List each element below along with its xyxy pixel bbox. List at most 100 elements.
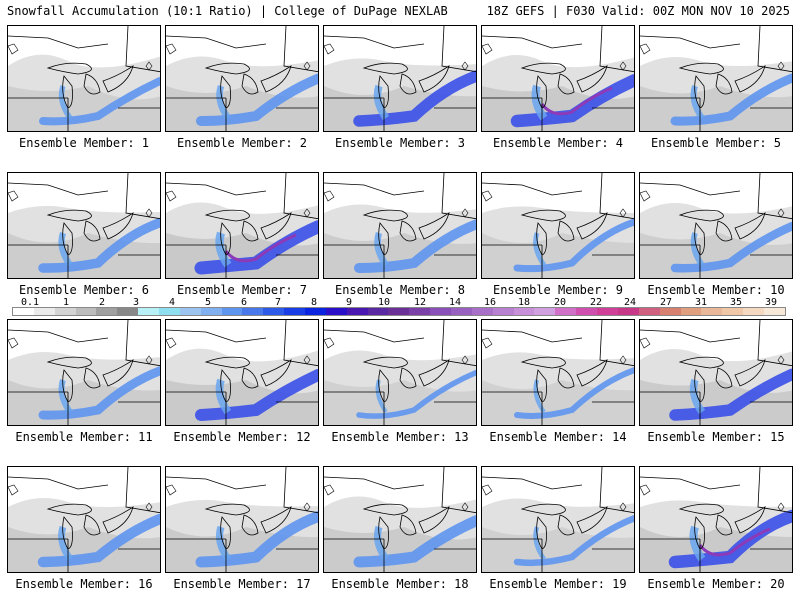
colorbar-swatch (138, 308, 160, 315)
great-lakes-map-icon (8, 467, 160, 572)
colorbar-swatch (576, 308, 598, 315)
colorbar-swatch (471, 308, 493, 315)
great-lakes-map-icon (324, 467, 476, 572)
map-title: Snowfall Accumulation (10:1 Ratio) | Col… (7, 4, 448, 18)
ensemble-member-label: Ensemble Member: 4 (492, 136, 624, 150)
ensemble-member-map (481, 466, 635, 573)
ensemble-member-label: Ensemble Member: 3 (334, 136, 466, 150)
colorbar-tick-label: 20 (553, 297, 567, 308)
colorbar-swatch (117, 308, 139, 315)
great-lakes-map-icon (482, 467, 634, 572)
ensemble-member-map (323, 172, 477, 279)
great-lakes-map-icon (482, 320, 634, 425)
ensemble-member-map (639, 172, 793, 279)
colorbar-tick-label: 18 (517, 297, 531, 308)
great-lakes-map-icon (640, 467, 792, 572)
ensemble-member-label: Ensemble Member: 14 (489, 430, 627, 444)
colorbar-swatch (305, 308, 326, 315)
colorbar-tick-label: 0.1 (20, 297, 40, 308)
great-lakes-map-icon (8, 173, 160, 278)
colorbar-tick-label: 5 (204, 297, 212, 308)
ensemble-member-label: Ensemble Member: 6 (18, 283, 150, 297)
colorbar-swatch (534, 308, 556, 315)
colorbar-swatch (159, 308, 180, 315)
ensemble-member-label: Ensemble Member: 12 (173, 430, 311, 444)
great-lakes-map-icon (166, 320, 318, 425)
great-lakes-map-icon (8, 320, 160, 425)
great-lakes-map-icon (324, 26, 476, 131)
colorbar-tick-label: 16 (483, 297, 497, 308)
great-lakes-map-icon (166, 26, 318, 131)
snowfall-colorbar (12, 307, 786, 316)
ensemble-member-label: Ensemble Member: 20 (647, 577, 785, 591)
ensemble-member-label: Ensemble Member: 13 (331, 430, 469, 444)
ensemble-member-map (639, 25, 793, 132)
colorbar-swatch (75, 308, 97, 315)
great-lakes-map-icon (324, 173, 476, 278)
colorbar-swatch (179, 308, 201, 315)
colorbar-swatch (701, 308, 723, 315)
colorbar-swatch (680, 308, 702, 315)
great-lakes-map-icon (324, 320, 476, 425)
colorbar-tick-label: 4 (168, 297, 176, 308)
colorbar-tick-label: 24 (623, 297, 637, 308)
colorbar-swatch (388, 308, 410, 315)
ensemble-member-label: Ensemble Member: 19 (489, 577, 627, 591)
colorbar-swatch (242, 308, 264, 315)
great-lakes-map-icon (166, 173, 318, 278)
ensemble-member-label: Ensemble Member: 2 (176, 136, 308, 150)
colorbar-swatch (722, 308, 744, 315)
colorbar-swatch (492, 308, 514, 315)
ensemble-member-map (165, 319, 319, 426)
ensemble-member-label: Ensemble Member: 11 (15, 430, 153, 444)
great-lakes-map-icon (166, 467, 318, 572)
ensemble-member-map (7, 25, 161, 132)
colorbar-tick-label: 10 (377, 297, 391, 308)
ensemble-member-map (165, 172, 319, 279)
colorbar-tick-label: 2 (98, 297, 106, 308)
great-lakes-map-icon (8, 26, 160, 131)
ensemble-member-label: Ensemble Member: 17 (173, 577, 311, 591)
ensemble-member-label: Ensemble Member: 7 (176, 283, 308, 297)
ensemble-member-map (639, 319, 793, 426)
colorbar-swatch (430, 308, 452, 315)
colorbar-tick-label: 3 (132, 297, 140, 308)
ensemble-member-map (7, 319, 161, 426)
colorbar-swatch (54, 308, 76, 315)
colorbar-swatch (555, 308, 577, 315)
colorbar-swatch (200, 308, 222, 315)
ensemble-member-map (165, 25, 319, 132)
run-info: 18Z GEFS | F030 Valid: 00Z MON NOV 10 20… (486, 4, 790, 18)
great-lakes-map-icon (482, 173, 634, 278)
colorbar-tick-label: 22 (589, 297, 603, 308)
colorbar-tick-label: 39 (764, 297, 778, 308)
colorbar-tick-label: 6 (240, 297, 248, 308)
ensemble-member-label: Ensemble Member: 5 (650, 136, 782, 150)
ensemble-member-map (481, 319, 635, 426)
colorbar-swatch (743, 308, 764, 315)
colorbar-tick-label: 7 (274, 297, 282, 308)
ensemble-member-map (323, 466, 477, 573)
ensemble-member-label: Ensemble Member: 1 (18, 136, 150, 150)
colorbar-swatch (346, 308, 368, 315)
great-lakes-map-icon (640, 26, 792, 131)
ensemble-member-label: Ensemble Member: 8 (334, 283, 466, 297)
colorbar-swatch (451, 308, 472, 315)
colorbar-tick-label: 31 (694, 297, 708, 308)
colorbar-tick-label: 1 (62, 297, 70, 308)
colorbar-swatch (325, 308, 347, 315)
colorbar-tick-label: 27 (659, 297, 673, 308)
ensemble-member-map (481, 25, 635, 132)
ensemble-member-map (7, 172, 161, 279)
colorbar-swatch (659, 308, 681, 315)
ensemble-member-label: Ensemble Member: 15 (647, 430, 785, 444)
colorbar-swatch (597, 308, 618, 315)
great-lakes-map-icon (482, 26, 634, 131)
colorbar-swatch (617, 308, 639, 315)
ensemble-member-map (165, 466, 319, 573)
colorbar-swatch (284, 308, 306, 315)
colorbar-swatch (513, 308, 535, 315)
colorbar-swatch (763, 308, 785, 315)
ensemble-member-label: Ensemble Member: 10 (647, 283, 785, 297)
colorbar-swatch (409, 308, 431, 315)
